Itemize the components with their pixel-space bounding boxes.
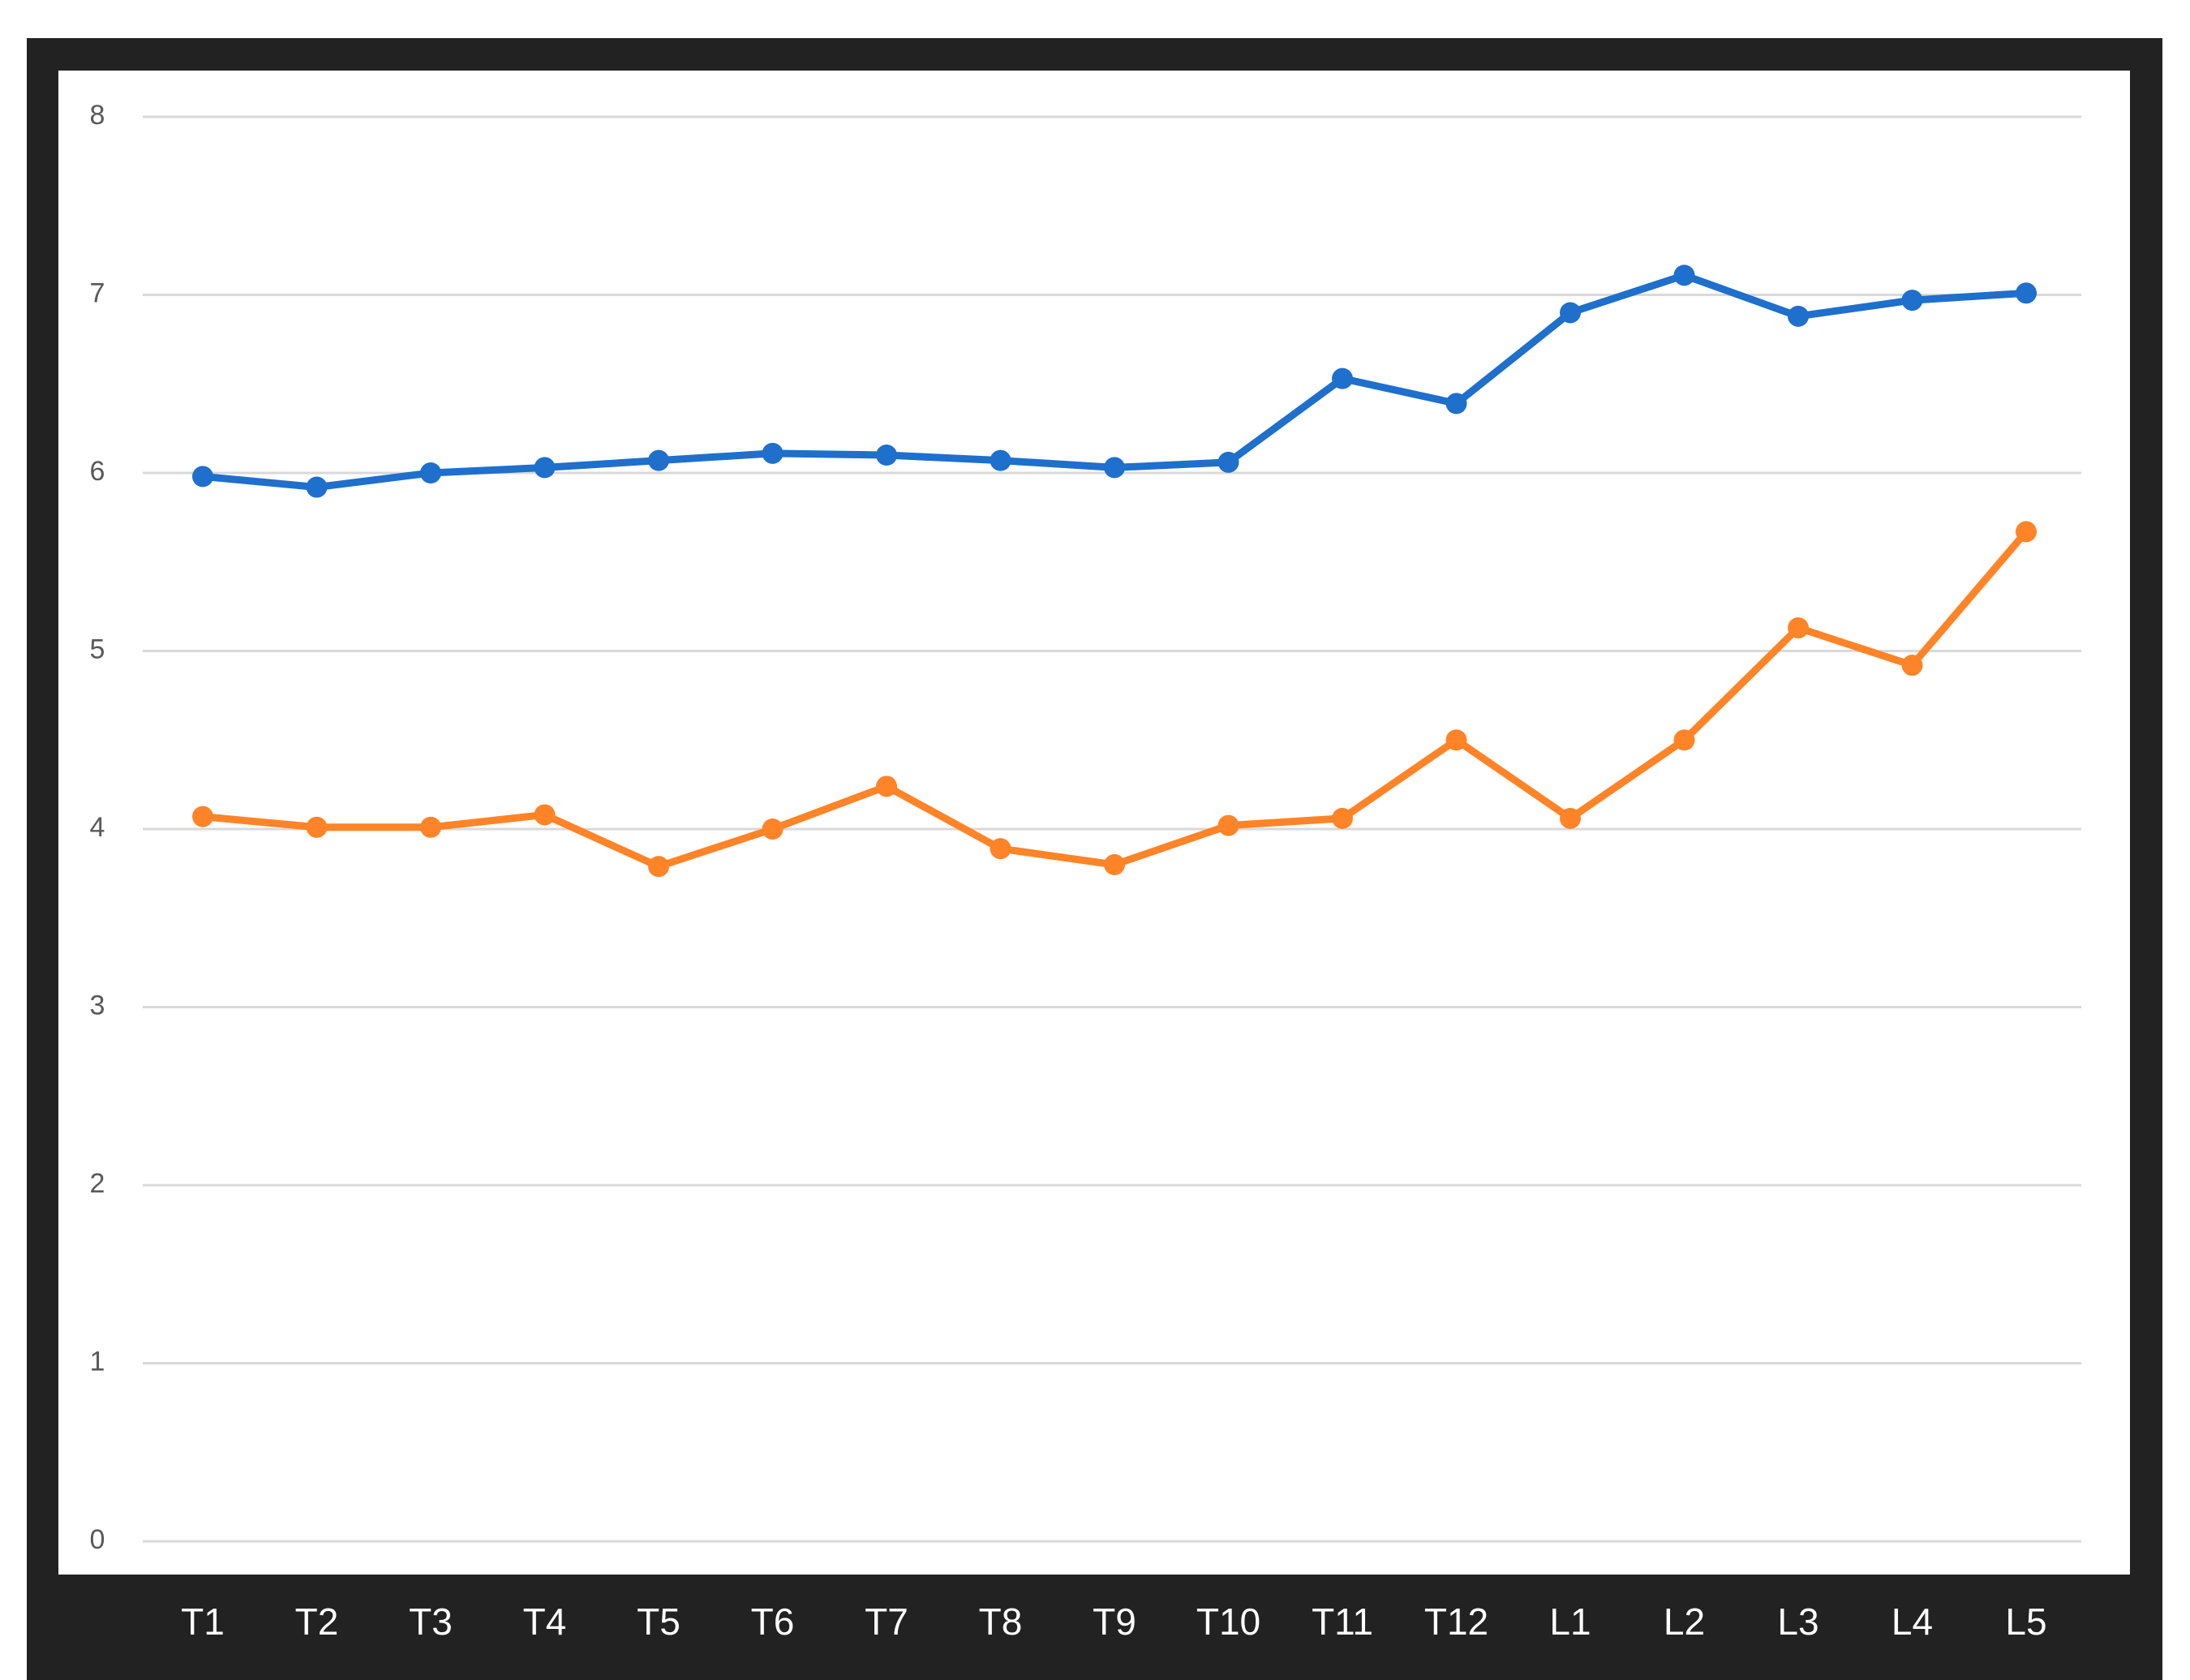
point xyxy=(648,856,669,878)
x-tick-label: T2 xyxy=(295,1601,339,1643)
y-tick-label: 1 xyxy=(90,1346,105,1377)
x-tick-label: T1 xyxy=(181,1601,225,1643)
point xyxy=(1332,807,1353,829)
x-tick-label: T6 xyxy=(751,1601,795,1643)
x-tick-label: T5 xyxy=(637,1601,681,1643)
x-tick-label: T3 xyxy=(409,1601,453,1643)
point xyxy=(1673,729,1695,751)
x-tick-label: L1 xyxy=(1549,1601,1591,1643)
point xyxy=(1445,729,1467,751)
point xyxy=(192,806,213,827)
point xyxy=(1788,305,1809,327)
point xyxy=(192,466,213,488)
x-tick-label: L3 xyxy=(1777,1601,1819,1643)
y-tick-label: 2 xyxy=(90,1168,105,1199)
point xyxy=(1332,367,1353,389)
x-tick-label: T11 xyxy=(1312,1601,1373,1643)
point xyxy=(1560,807,1581,829)
x-tick-label: T4 xyxy=(523,1601,567,1643)
y-tick-label: 8 xyxy=(90,100,105,131)
point xyxy=(1901,290,1923,312)
point xyxy=(1445,393,1467,415)
point xyxy=(648,449,669,471)
point xyxy=(534,804,556,826)
y-tick-label: 4 xyxy=(90,812,105,843)
x-tick-label: T10 xyxy=(1196,1601,1260,1643)
point xyxy=(306,476,328,498)
point xyxy=(420,462,441,483)
point xyxy=(534,457,556,479)
x-tick-label: T8 xyxy=(979,1601,1023,1643)
point xyxy=(876,776,897,797)
x-tick-label: L2 xyxy=(1664,1601,1705,1643)
point xyxy=(420,816,441,838)
point xyxy=(1217,814,1239,836)
y-tick-label: 7 xyxy=(90,277,105,308)
point xyxy=(990,838,1011,860)
point xyxy=(1673,264,1695,286)
point xyxy=(306,816,328,838)
x-tick-label: L5 xyxy=(2005,1601,2046,1643)
point xyxy=(1104,457,1125,479)
point xyxy=(1104,853,1125,875)
y-tick-label: 6 xyxy=(90,456,105,487)
point xyxy=(990,449,1011,471)
point xyxy=(876,445,897,466)
point xyxy=(2016,282,2037,304)
point xyxy=(1901,655,1923,677)
point xyxy=(1217,451,1239,473)
point xyxy=(1560,302,1581,324)
x-tick-label: T9 xyxy=(1093,1601,1136,1643)
y-tick-label: 5 xyxy=(90,634,105,664)
point xyxy=(762,442,784,464)
x-tick-label: L4 xyxy=(1892,1601,1933,1643)
x-tick-label: T12 xyxy=(1424,1601,1488,1643)
point xyxy=(1788,617,1809,638)
point xyxy=(762,819,784,840)
y-tick-label: 0 xyxy=(90,1524,105,1555)
plot-area xyxy=(58,71,2130,1575)
y-tick-label: 3 xyxy=(90,990,105,1020)
x-tick-label: T7 xyxy=(865,1601,908,1643)
point xyxy=(2016,521,2037,543)
